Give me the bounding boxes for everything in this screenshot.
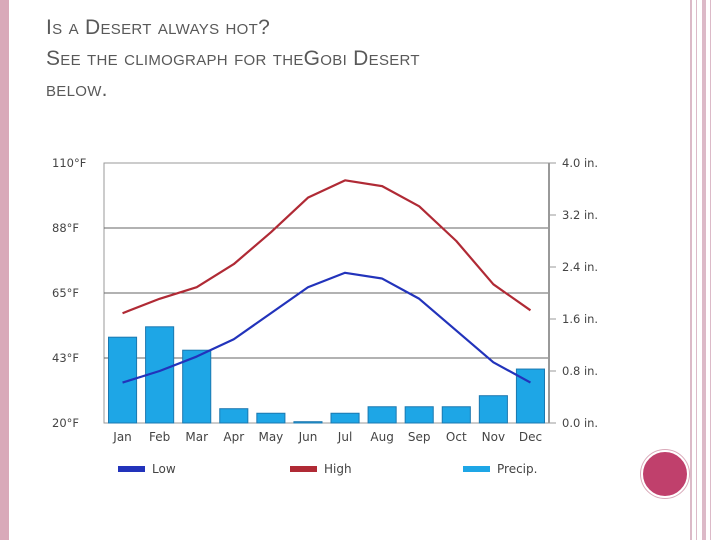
legend-label: High — [324, 462, 352, 476]
legend-swatch — [463, 466, 490, 472]
precip-bar — [219, 408, 249, 424]
month-label: Oct — [446, 430, 467, 444]
right-tick-label: 1.6 in. — [562, 312, 598, 326]
title-line-1: Is a Desert always hot? — [46, 16, 271, 39]
precip-bar — [330, 412, 360, 424]
precip-bar — [515, 368, 546, 424]
month-label: Mar — [185, 430, 208, 444]
precip-bar — [182, 349, 212, 424]
legend-swatch — [290, 466, 317, 472]
right-border-lines — [688, 0, 720, 540]
month-label: Jan — [112, 430, 132, 444]
month-label: Jun — [298, 430, 318, 444]
series-line-high — [122, 179, 532, 315]
title-line-3: below. — [46, 78, 108, 101]
month-label: Nov — [482, 430, 505, 444]
month-label: Jul — [337, 430, 352, 444]
month-label: Feb — [149, 430, 170, 444]
month-label: May — [258, 430, 283, 444]
left-tick-label: 110°F — [52, 156, 86, 170]
precip-bar — [404, 406, 434, 424]
right-tick-label: 0.0 in. — [562, 416, 598, 430]
right-tick-label: 2.4 in. — [562, 260, 598, 274]
slide-title: Is a Desert always hot? See the climogra… — [46, 12, 606, 105]
right-tick-label: 0.8 in. — [562, 364, 598, 378]
right-tick-label: 4.0 in. — [562, 156, 598, 170]
precip-bar — [441, 406, 471, 424]
precip-bar — [293, 421, 323, 424]
series-line-low — [122, 271, 531, 384]
precip-bar — [478, 395, 508, 424]
precip-bar — [367, 406, 397, 424]
left-tick-label: 20°F — [52, 416, 79, 430]
month-label: Sep — [408, 430, 431, 444]
legend-label: Low — [152, 462, 176, 476]
left-tick-label: 43°F — [52, 351, 79, 365]
right-tick-label: 3.2 in. — [562, 208, 598, 222]
left-tick-label: 65°F — [52, 286, 79, 300]
decorative-circle — [641, 450, 689, 498]
precip-bar — [256, 412, 286, 424]
left-border-bar — [0, 0, 9, 540]
month-label: Aug — [370, 430, 393, 444]
title-line-2: See the climograph for theGobi Desert — [46, 47, 420, 70]
month-label: Dec — [519, 430, 542, 444]
left-tick-label: 88°F — [52, 221, 79, 235]
legend-swatch — [118, 466, 145, 472]
month-label: Apr — [223, 430, 244, 444]
legend-label: Precip. — [497, 462, 537, 476]
